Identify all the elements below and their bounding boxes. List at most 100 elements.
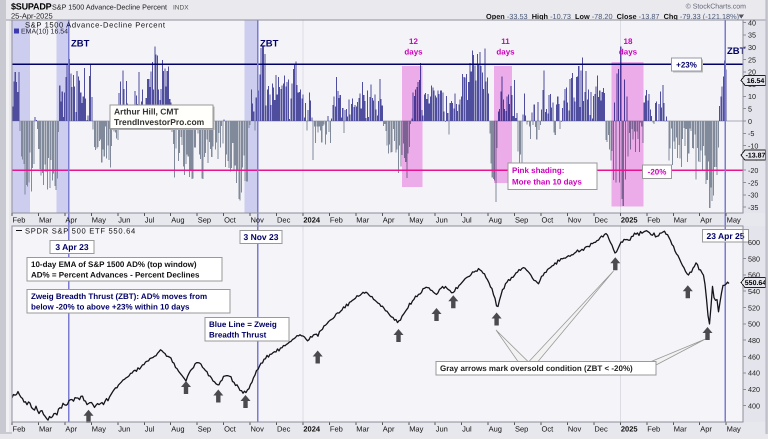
svg-text:AD% = Percent Advances - Perce: AD% = Percent Advances - Percent Decline… xyxy=(31,271,200,280)
svg-text:Apr: Apr xyxy=(700,216,712,225)
svg-text:2024: 2024 xyxy=(303,216,321,225)
svg-text:480: 480 xyxy=(748,336,760,345)
svg-text:Pink shading:: Pink shading: xyxy=(512,166,564,175)
svg-text:ZBT: ZBT xyxy=(71,39,90,50)
svg-text:Dec: Dec xyxy=(594,425,608,434)
svg-text:Arthur Hill, CMT: Arthur Hill, CMT xyxy=(114,107,179,117)
svg-text:Mar: Mar xyxy=(39,425,52,434)
svg-text:25-Apr-2025: 25-Apr-2025 xyxy=(11,11,53,20)
svg-text:540: 540 xyxy=(748,287,760,296)
svg-text:Mar: Mar xyxy=(674,425,687,434)
svg-text:35: 35 xyxy=(748,31,756,40)
svg-text:Sep: Sep xyxy=(198,216,211,225)
svg-text:May: May xyxy=(409,425,423,434)
svg-text:30: 30 xyxy=(748,43,756,52)
svg-text:-20%: -20% xyxy=(648,168,667,177)
svg-text:-10: -10 xyxy=(748,141,758,150)
svg-text:Apr: Apr xyxy=(383,425,395,434)
svg-text:440: 440 xyxy=(748,369,760,378)
svg-text:10: 10 xyxy=(748,92,756,101)
svg-text:2024: 2024 xyxy=(303,425,321,434)
svg-text:40: 40 xyxy=(748,18,756,27)
svg-text:days: days xyxy=(619,48,638,57)
svg-text:May: May xyxy=(409,216,423,225)
svg-text:below -20% to above +23% withi: below -20% to above +23% within 10 days xyxy=(31,303,190,312)
svg-text:Mar: Mar xyxy=(356,216,369,225)
svg-text:25: 25 xyxy=(748,55,756,64)
svg-text:18: 18 xyxy=(624,37,633,46)
svg-text:Jun: Jun xyxy=(436,216,448,225)
svg-text:Nov: Nov xyxy=(251,425,265,434)
svg-text:Feb: Feb xyxy=(13,216,26,225)
svg-text:Mar: Mar xyxy=(356,425,369,434)
svg-text:16.54: 16.54 xyxy=(747,78,765,85)
svg-text:560: 560 xyxy=(748,271,760,280)
svg-text:SPDR S&P 500 ETF 550.64: SPDR S&P 500 ETF 550.64 xyxy=(25,227,136,236)
svg-text:2025: 2025 xyxy=(621,425,638,434)
svg-text:Jul: Jul xyxy=(145,216,155,225)
svg-text:Breadth Thrust: Breadth Thrust xyxy=(209,331,267,340)
svg-text:Apr: Apr xyxy=(65,216,77,225)
svg-text:Feb: Feb xyxy=(330,425,343,434)
svg-text:Jul: Jul xyxy=(462,216,472,225)
svg-text:Jul: Jul xyxy=(145,425,155,434)
svg-text:Oct: Oct xyxy=(542,216,555,225)
svg-text:More than 10 days: More than 10 days xyxy=(512,177,582,186)
svg-text:Apr: Apr xyxy=(383,216,395,225)
svg-text:Aug: Aug xyxy=(489,216,502,225)
svg-text:3 Apr 23: 3 Apr 23 xyxy=(55,242,89,252)
svg-text:Oct: Oct xyxy=(224,425,237,434)
svg-text:Jun: Jun xyxy=(436,425,448,434)
svg-text:Sep: Sep xyxy=(515,216,528,225)
svg-text:TrendInvestorPro.com: TrendInvestorPro.com xyxy=(114,117,205,127)
svg-text:ZBT: ZBT xyxy=(260,39,279,50)
svg-text:May: May xyxy=(727,216,741,225)
svg-text:-30: -30 xyxy=(748,191,758,200)
svg-text:-25: -25 xyxy=(748,178,758,187)
svg-text:Nov: Nov xyxy=(568,216,582,225)
svg-text:3 Nov 23: 3 Nov 23 xyxy=(244,232,279,242)
svg-text:5: 5 xyxy=(748,105,752,114)
svg-text:Jun: Jun xyxy=(118,425,130,434)
svg-text:-35: -35 xyxy=(748,203,758,212)
svg-text:Blue Line = Zweig: Blue Line = Zweig xyxy=(209,320,277,329)
svg-text:550.64: 550.64 xyxy=(745,280,767,287)
svg-text:Apr: Apr xyxy=(65,425,77,434)
svg-text:Mar: Mar xyxy=(674,216,687,225)
svg-text:-20: -20 xyxy=(748,166,758,175)
svg-text:0: 0 xyxy=(748,117,752,126)
svg-text:S&P 1500 Advance-Decline Perce: S&P 1500 Advance-Decline Percent xyxy=(52,3,167,12)
svg-text:420: 420 xyxy=(748,385,760,394)
svg-text:580: 580 xyxy=(748,254,760,263)
svg-text:Open -33.53 High -10.73 Low: Open -33.53 High -10.73 Low -78.20 Close… xyxy=(486,12,739,21)
svg-text:23 Apr 25: 23 Apr 25 xyxy=(707,231,745,241)
svg-text:Sep: Sep xyxy=(515,425,528,434)
svg-text:Nov: Nov xyxy=(568,425,582,434)
svg-text:days: days xyxy=(404,48,423,57)
svg-text:May: May xyxy=(92,425,106,434)
svg-text:Feb: Feb xyxy=(647,216,660,225)
svg-text:20: 20 xyxy=(748,68,756,77)
svg-text:$SUPADP: $SUPADP xyxy=(11,2,52,12)
svg-text:460: 460 xyxy=(748,352,760,361)
svg-text:INDX: INDX xyxy=(173,5,189,12)
svg-text:Jun: Jun xyxy=(118,216,130,225)
svg-text:days: days xyxy=(496,48,515,57)
svg-text:Oct: Oct xyxy=(224,216,237,225)
svg-text:Dec: Dec xyxy=(277,425,291,434)
svg-text:© StockCharts.com: © StockCharts.com xyxy=(686,3,747,11)
svg-text:EMA(10) 16.54: EMA(10) 16.54 xyxy=(21,28,68,36)
svg-text:S&P 1500 Advance-Decline Perce: S&P 1500 Advance-Decline Percent xyxy=(25,21,166,30)
svg-text:Aug: Aug xyxy=(171,425,184,434)
svg-text:Aug: Aug xyxy=(489,425,502,434)
svg-text:11: 11 xyxy=(501,37,510,46)
svg-text:Zweig Breadth Thrust (ZBT): AD: Zweig Breadth Thrust (ZBT): AD% moves fr… xyxy=(31,292,207,301)
svg-text:-5: -5 xyxy=(748,129,754,138)
svg-text:Feb: Feb xyxy=(647,425,660,434)
svg-text:12: 12 xyxy=(409,37,418,46)
svg-text:2025: 2025 xyxy=(621,216,638,225)
svg-text:Mar: Mar xyxy=(39,216,52,225)
svg-text:Sep: Sep xyxy=(198,425,211,434)
svg-text:May: May xyxy=(92,216,106,225)
svg-text:Feb: Feb xyxy=(13,425,26,434)
